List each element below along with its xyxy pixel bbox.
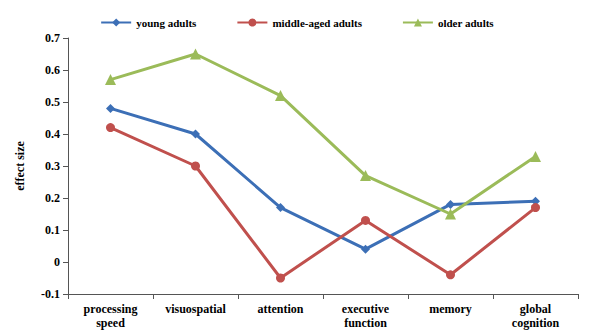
svg-text:0: 0 — [54, 255, 60, 269]
svg-text:0.6: 0.6 — [45, 63, 60, 77]
svg-text:0.3: 0.3 — [45, 159, 60, 173]
svg-text:older adults: older adults — [438, 17, 494, 29]
svg-text:attention: attention — [258, 302, 304, 316]
svg-text:0.5: 0.5 — [45, 95, 60, 109]
svg-text:middle-aged adults: middle-aged adults — [272, 17, 362, 29]
svg-text:speed: speed — [96, 316, 125, 330]
svg-text:young adults: young adults — [136, 17, 197, 29]
svg-text:executive: executive — [342, 302, 390, 316]
svg-text:function: function — [344, 316, 387, 330]
svg-text:visuospatial: visuospatial — [165, 302, 226, 316]
svg-text:0.2: 0.2 — [45, 191, 60, 205]
svg-text:0.4: 0.4 — [45, 127, 60, 141]
svg-text:processing: processing — [84, 302, 138, 316]
svg-text:memory: memory — [429, 302, 472, 316]
svg-text:global: global — [520, 302, 552, 316]
svg-text:0.7: 0.7 — [45, 31, 60, 45]
svg-text:cognition: cognition — [512, 316, 560, 330]
svg-text:-0.1: -0.1 — [41, 287, 60, 301]
svg-text:effect size: effect size — [13, 141, 27, 191]
svg-text:0.1: 0.1 — [45, 223, 60, 237]
